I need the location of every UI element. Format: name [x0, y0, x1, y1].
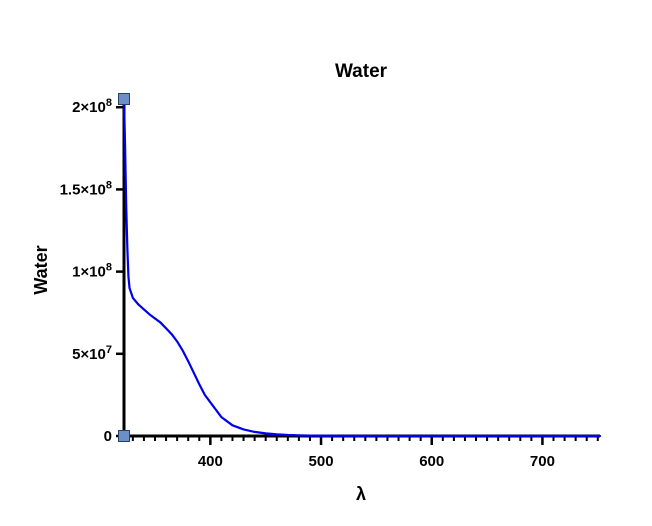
plot-area: 0 5×107 1×108 1.5×108 2×108 400 500 600 700 — [60, 93, 602, 470]
y-tick-label: 1×108 — [72, 262, 112, 281]
y-tick-label: 2×108 — [72, 97, 112, 116]
x-tick-label: 500 — [309, 453, 334, 470]
y-tick-label: 5×107 — [72, 344, 112, 363]
x-tick-label: 700 — [530, 453, 555, 470]
chart-title: Water — [335, 61, 388, 82]
x-tick-label: 600 — [419, 453, 444, 470]
x-axis-label: λ — [356, 484, 366, 504]
data-point-marker — [118, 430, 130, 442]
y-axis-label: Water — [31, 245, 51, 294]
series-line — [122, 97, 602, 438]
x-tick-label: 400 — [198, 453, 223, 470]
y-tick-label: 0 — [104, 428, 112, 445]
y-tick-label: 1.5×108 — [60, 179, 112, 198]
data-point-marker — [118, 93, 130, 105]
